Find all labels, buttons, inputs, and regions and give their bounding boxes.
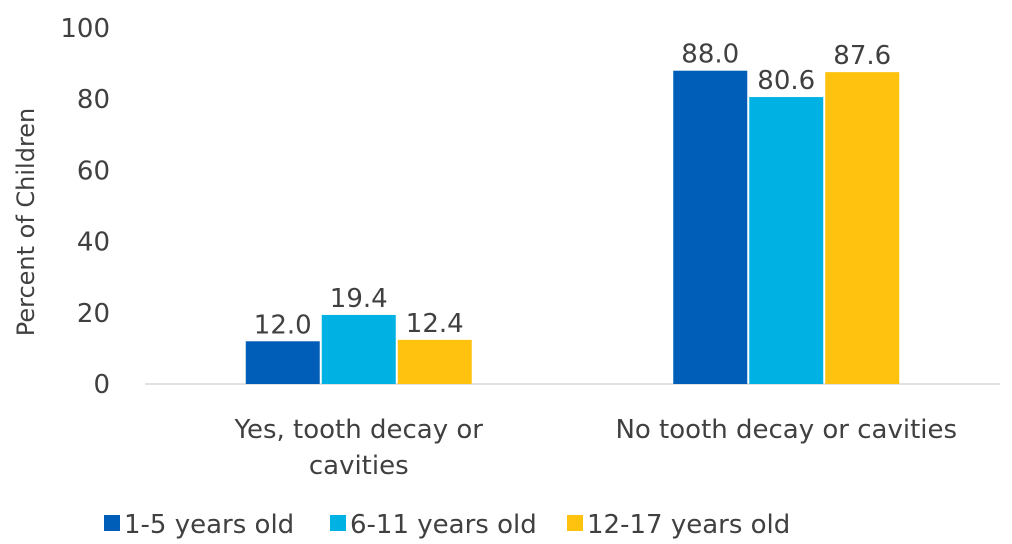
- bar: [397, 339, 472, 384]
- legend-swatch: [567, 515, 583, 531]
- category-labels: Yes, tooth decay or cavities No tooth deca…: [234, 415, 958, 481]
- bar: [825, 72, 900, 385]
- legend-label: 12-17 years old: [587, 510, 790, 540]
- legend-label: 1-5 years old: [124, 510, 294, 540]
- y-tick-label: 60: [77, 156, 110, 186]
- data-label: 12.0: [254, 310, 312, 340]
- legend-swatch: [330, 515, 346, 531]
- y-axis-label: Percent of Children: [12, 108, 40, 337]
- y-tick-label: 80: [77, 85, 110, 115]
- bar: [673, 70, 748, 384]
- data-label: 19.4: [330, 284, 388, 314]
- y-tick-label: 100: [60, 14, 110, 44]
- bar: [245, 341, 320, 384]
- bar: [321, 314, 396, 384]
- y-tick-label: 20: [77, 299, 110, 329]
- legend-swatch: [104, 515, 120, 531]
- category-label: No tooth decay or cavities: [615, 415, 957, 445]
- category-label: cavities: [309, 451, 409, 481]
- data-label: 12.4: [406, 309, 464, 339]
- category-label: Yes, tooth decay or: [234, 415, 484, 445]
- bar: [749, 97, 824, 385]
- y-tick-label: 0: [93, 370, 110, 400]
- data-label: 80.6: [757, 66, 815, 96]
- y-axis-ticks: 0 20 40 60 80 100: [60, 14, 110, 400]
- legend: 1-5 years old 6-11 years old 12-17 years o…: [104, 510, 790, 540]
- data-labels: 12.0 19.4 12.4 88.0 80.6 87.6: [254, 40, 891, 341]
- y-tick-label: 40: [77, 228, 110, 258]
- data-label: 88.0: [681, 40, 739, 70]
- bars: [245, 70, 900, 385]
- data-label: 87.6: [833, 41, 891, 71]
- legend-label: 6-11 years old: [350, 510, 537, 540]
